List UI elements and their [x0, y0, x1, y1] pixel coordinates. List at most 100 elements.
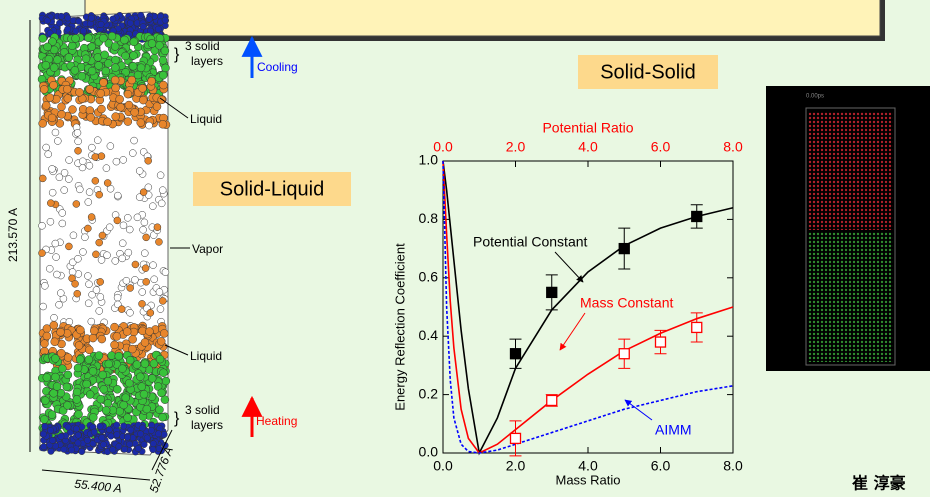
atom	[55, 173, 64, 182]
atom	[40, 339, 49, 348]
atom	[98, 370, 108, 380]
atom	[86, 113, 95, 122]
atom	[48, 37, 57, 46]
atom	[65, 242, 73, 251]
atom	[117, 305, 126, 313]
atom	[138, 424, 146, 432]
atom	[113, 431, 121, 439]
atom	[58, 209, 67, 217]
atom	[128, 344, 137, 354]
atom	[110, 322, 119, 332]
atom	[126, 19, 134, 27]
atom	[112, 332, 122, 341]
atom	[102, 164, 111, 172]
atom	[89, 413, 98, 422]
data-point	[691, 321, 703, 334]
atom	[145, 121, 153, 130]
x-axis-label: Mass Ratio	[555, 472, 620, 487]
x-tick-label: 0.0	[433, 458, 453, 474]
atom	[126, 440, 134, 448]
atom	[62, 382, 72, 392]
data-point	[509, 348, 522, 360]
atom	[58, 219, 67, 228]
atom	[55, 301, 63, 309]
atom	[40, 415, 49, 424]
atom	[48, 165, 56, 173]
atom	[122, 327, 132, 336]
atom	[118, 364, 127, 373]
leader	[164, 344, 189, 356]
atom	[159, 297, 167, 305]
atom	[53, 55, 62, 64]
atom	[46, 264, 54, 273]
atom	[155, 238, 163, 246]
annotation: Liquid	[190, 112, 222, 126]
atom	[153, 223, 162, 231]
atom	[124, 214, 132, 222]
atom	[141, 264, 150, 272]
atom	[99, 33, 108, 43]
atom	[72, 387, 82, 397]
atom	[150, 275, 158, 284]
atom	[73, 363, 83, 373]
atom	[97, 334, 107, 344]
atom	[156, 171, 165, 179]
atom	[161, 268, 170, 276]
atom	[96, 89, 106, 98]
atom	[106, 142, 115, 150]
atom	[79, 27, 87, 35]
atom	[125, 355, 135, 365]
atom	[145, 15, 153, 23]
atom	[130, 136, 138, 145]
atom	[100, 441, 107, 449]
atom	[47, 426, 54, 434]
atom	[60, 186, 68, 194]
atom	[60, 445, 68, 453]
atom	[113, 385, 122, 394]
atom	[136, 372, 145, 381]
atom	[144, 157, 152, 165]
atom	[116, 103, 125, 112]
annotation: Potential Constant	[473, 234, 588, 250]
atom	[74, 341, 84, 350]
atom	[135, 167, 144, 175]
atom	[124, 248, 133, 257]
atom	[129, 37, 139, 47]
atom	[57, 289, 65, 297]
atom	[42, 101, 51, 110]
atom	[96, 293, 105, 301]
atom	[141, 249, 149, 257]
atom	[114, 351, 124, 361]
brace: }	[174, 410, 180, 427]
atom	[133, 213, 142, 222]
atom	[137, 382, 147, 391]
atom	[88, 290, 96, 299]
atom	[126, 309, 134, 317]
atom	[98, 231, 107, 240]
atom	[139, 23, 147, 31]
atom	[105, 426, 113, 434]
atom	[85, 280, 93, 288]
data-point	[691, 210, 703, 223]
atom	[115, 442, 123, 450]
brace: }	[174, 46, 180, 63]
atom	[68, 268, 77, 276]
annotation-arrow	[624, 399, 653, 421]
atom	[76, 325, 85, 335]
atom	[84, 198, 93, 206]
atom	[50, 337, 59, 347]
atom	[52, 253, 60, 261]
atom	[39, 85, 49, 94]
atom	[110, 340, 119, 350]
atom	[159, 80, 168, 90]
atom	[87, 42, 97, 51]
atom	[140, 218, 149, 227]
atom	[111, 112, 120, 121]
atom	[63, 353, 73, 362]
atom	[63, 370, 73, 380]
atom	[72, 395, 82, 404]
annotation: Cooling	[257, 60, 298, 74]
atom	[113, 293, 122, 302]
atom	[122, 276, 131, 285]
